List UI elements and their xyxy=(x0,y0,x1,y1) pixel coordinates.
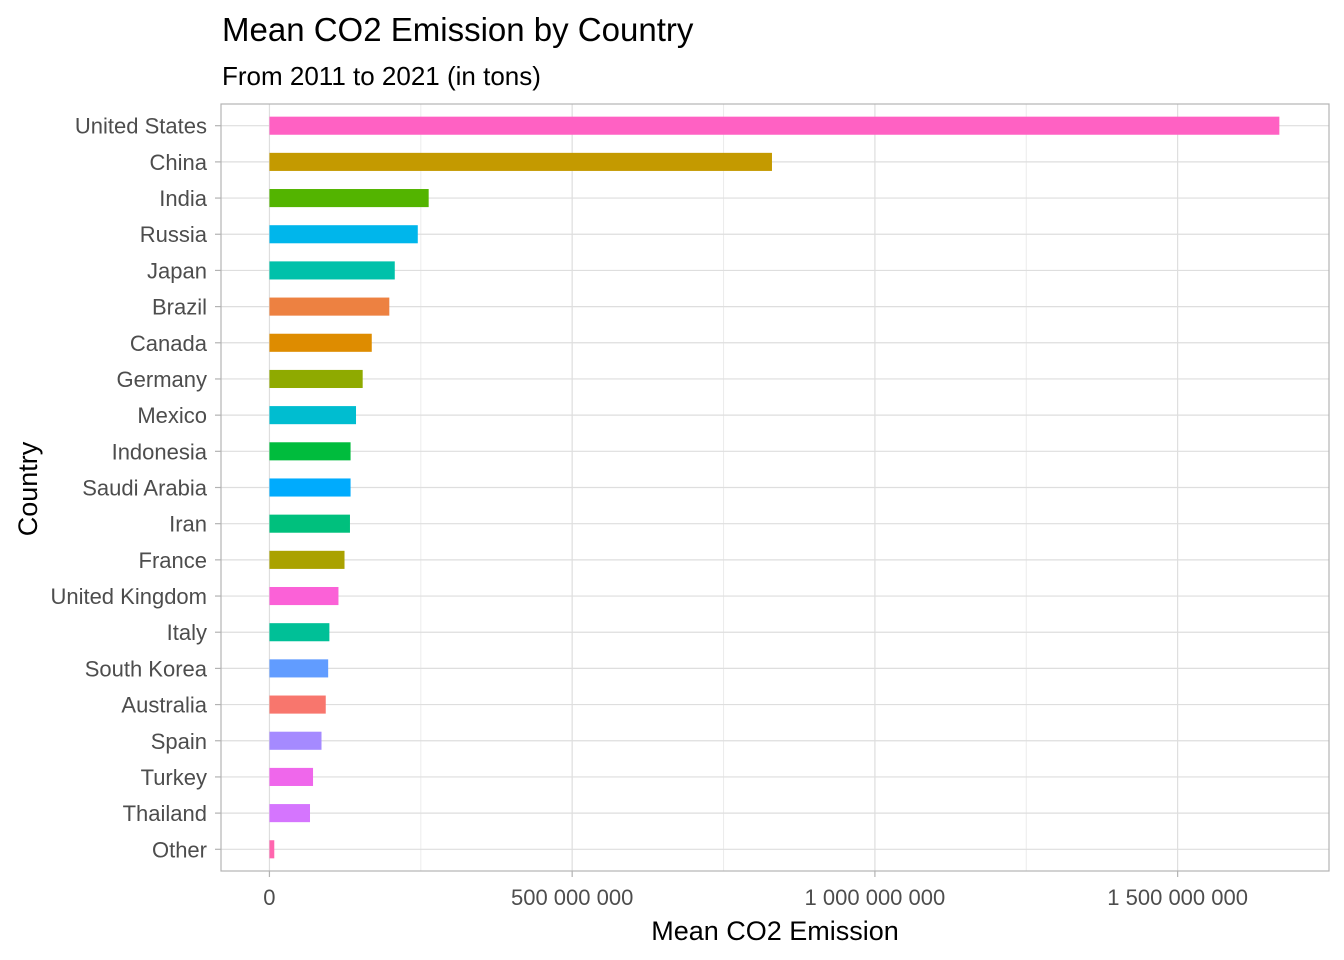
x-tick-label: 500 000 000 xyxy=(511,885,633,910)
bar-spain xyxy=(269,731,322,750)
x-axis-ticks: 0 500 000 000 1 000 000 000 1 500 000 000 xyxy=(263,871,1248,910)
bar-united-states xyxy=(269,116,1280,135)
y-tick-label: Turkey xyxy=(141,765,207,790)
chart-title: Mean CO2 Emission by Country xyxy=(222,11,694,48)
bars xyxy=(269,116,1280,859)
bar-australia xyxy=(269,695,326,714)
bar-france xyxy=(269,550,345,569)
y-tick-label: China xyxy=(150,150,208,175)
y-tick-label: Germany xyxy=(117,367,207,392)
y-tick-label: Italy xyxy=(167,620,207,645)
bar-mexico xyxy=(269,406,357,425)
y-tick-label: Mexico xyxy=(137,403,207,428)
bar-china xyxy=(269,152,772,171)
y-tick-label: Australia xyxy=(121,693,207,718)
bar-indonesia xyxy=(269,442,351,461)
y-tick-label: Indonesia xyxy=(112,439,208,464)
bar-italy xyxy=(269,623,330,642)
y-axis-ticks: United States China India Russia Japan Brazil… xyxy=(50,114,221,862)
bar-other xyxy=(269,840,275,859)
y-tick-label: United Kingdom xyxy=(50,584,207,609)
y-tick-label: Spain xyxy=(151,729,207,754)
y-tick-label: Other xyxy=(152,837,207,862)
x-tick-label: 0 xyxy=(263,885,275,910)
y-tick-label: Japan xyxy=(147,258,207,283)
bar-united-kingdom xyxy=(269,586,339,606)
bar-russia xyxy=(269,225,418,244)
x-axis-title: Mean CO2 Emission xyxy=(651,916,899,946)
y-tick-label: Saudi Arabia xyxy=(82,476,208,501)
major-gridlines xyxy=(221,104,1329,871)
y-tick-label: South Korea xyxy=(85,656,208,681)
y-tick-label: Thailand xyxy=(123,801,207,826)
x-tick-label: 1 500 000 000 xyxy=(1107,885,1248,910)
bar-japan xyxy=(269,261,395,280)
y-tick-label: Brazil xyxy=(152,295,207,320)
bar-iran xyxy=(269,514,350,533)
bar-south-korea xyxy=(269,659,329,678)
y-tick-label: United States xyxy=(75,114,207,139)
y-tick-label: India xyxy=(159,186,207,211)
y-tick-label: Russia xyxy=(140,222,208,247)
bar-india xyxy=(269,189,429,208)
y-axis-title: Country xyxy=(13,441,43,536)
y-tick-label: Canada xyxy=(130,331,208,356)
y-tick-label: Iran xyxy=(169,512,207,537)
bar-thailand xyxy=(269,804,311,823)
bar-saudi-arabia xyxy=(269,478,351,497)
x-tick-label: 1 000 000 000 xyxy=(805,885,946,910)
bar-turkey xyxy=(269,767,314,786)
bar-canada xyxy=(269,333,372,352)
chart-subtitle: From 2011 to 2021 (in tons) xyxy=(222,61,541,91)
y-tick-label: France xyxy=(139,548,207,573)
bar-germany xyxy=(269,369,363,389)
bar-brazil xyxy=(269,297,390,316)
